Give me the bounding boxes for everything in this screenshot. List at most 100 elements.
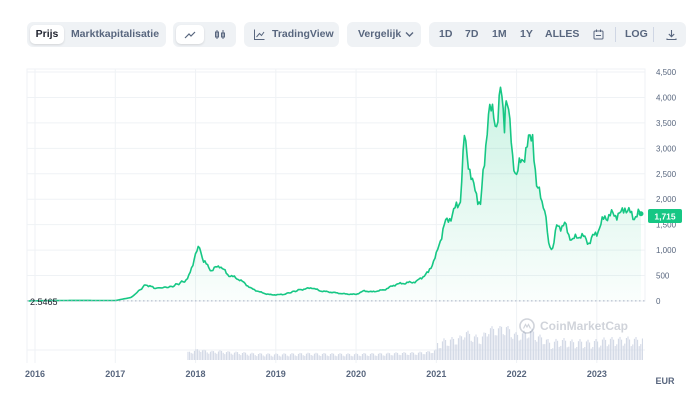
volume-bar (499, 326, 501, 360)
range-1d[interactable]: 1D (439, 28, 453, 40)
download-icon[interactable] (665, 28, 678, 41)
calendar-icon[interactable] (592, 28, 605, 41)
volume-bar (376, 355, 378, 360)
volume-bar (515, 332, 517, 360)
toolbar-divider (615, 27, 616, 42)
compare-label: Vergelijk (358, 28, 402, 40)
volume-bar (475, 334, 477, 360)
volume-bar (517, 334, 519, 360)
volume-bar (389, 353, 391, 360)
volume-bar (589, 342, 591, 360)
volume-bar (467, 330, 469, 360)
volume-bar (225, 352, 227, 360)
x-tick-label: 2016 (25, 369, 45, 379)
volume-bar (430, 353, 432, 360)
volume-bar (630, 346, 632, 360)
volume-bar (523, 330, 525, 360)
volume-bar (214, 352, 216, 360)
volume-bar (224, 354, 226, 360)
volume-bar (278, 355, 280, 360)
volume-bar (531, 328, 533, 360)
volume-bar (264, 356, 266, 360)
log-toggle[interactable]: LOG (625, 28, 648, 40)
volume-bar (382, 355, 384, 360)
volume-bar (366, 355, 368, 360)
volume-bar (569, 341, 571, 360)
volume-bar (416, 354, 418, 360)
volume-bar (277, 353, 279, 360)
volume-bar (608, 344, 610, 360)
volume-bar (216, 353, 218, 360)
volume-bar (582, 348, 584, 360)
volume-bar (454, 344, 456, 360)
tradingview-button[interactable]: TradingView (244, 22, 339, 47)
volume-bar (542, 344, 544, 360)
price-chart[interactable]: 4,500 4,000 3,500 3,000 2,500 2,000 1,500 1,000… (0, 64, 692, 400)
volume-bar (491, 326, 493, 360)
volume-bar (265, 354, 267, 360)
range-1m[interactable]: 1M (492, 28, 507, 40)
volume-bar (347, 353, 349, 360)
volume-bar (545, 339, 547, 360)
y-tick-label: 4,500 (656, 68, 677, 77)
volume-bar (363, 353, 365, 360)
tab-price[interactable]: Prijs (30, 25, 64, 44)
volume-bar (635, 337, 637, 360)
volume-bar (374, 355, 376, 360)
price-area (28, 87, 642, 301)
coinmarketcap-logo-mark (522, 323, 532, 329)
volume-bar (288, 356, 290, 360)
volume-bar (323, 353, 325, 360)
volume-bar (373, 353, 375, 360)
volume-bar (553, 341, 555, 360)
volume-bar (563, 338, 565, 360)
volume-bar (352, 356, 354, 360)
volume-bar (235, 351, 237, 360)
compare-dropdown[interactable]: Vergelijk (347, 22, 421, 47)
chart-style-toggle (173, 22, 236, 47)
volume-bar (245, 352, 247, 360)
volume-bar (616, 344, 618, 360)
volume-bar (440, 348, 442, 360)
toolbar-divider (653, 27, 654, 42)
volume-bar (229, 351, 231, 360)
range-1y[interactable]: 1Y (520, 28, 533, 40)
volume-bar (411, 352, 413, 360)
volume-bar (297, 353, 299, 360)
volume-bar (294, 355, 296, 360)
range-7d[interactable]: 7D (465, 28, 479, 40)
x-axis: 2016 2017 2018 2019 2020 2021 2022 2023 (25, 369, 607, 379)
volume-bar (241, 353, 243, 360)
line-chart-button[interactable] (176, 25, 204, 44)
volume-bar (425, 352, 427, 360)
volume-bar (232, 354, 234, 360)
tab-market-cap[interactable]: Marktkapitalisatie (70, 28, 160, 40)
price-chart-canvas[interactable]: 4,500 4,000 3,500 3,000 2,500 2,000 1,500 1,000… (0, 64, 692, 400)
volume-bar (387, 352, 389, 360)
volume-bar (544, 344, 546, 360)
volume-bar (593, 341, 595, 360)
volume-bar (321, 353, 323, 360)
volume-bar (211, 350, 213, 360)
volume-bar (222, 352, 224, 360)
volume-bar (393, 353, 395, 360)
volume-bar (533, 331, 535, 360)
range-all[interactable]: ALLES (545, 28, 580, 40)
volume-bar (598, 347, 600, 360)
tradingview-chart-icon (254, 29, 265, 40)
current-price-tag: 1,715 (648, 209, 682, 223)
volume-bar (606, 346, 608, 360)
volume-bar (435, 349, 437, 360)
volume-bar (307, 352, 309, 360)
volume-bar (581, 341, 583, 360)
volume-bar (358, 355, 360, 360)
volume-bar (597, 341, 599, 360)
volume-bar (614, 346, 616, 360)
volume-bar (291, 353, 293, 360)
y-tick-label: 2,000 (656, 195, 677, 204)
candlestick-button[interactable] (206, 25, 234, 44)
volume-bar (280, 356, 282, 360)
volume-bar (502, 334, 504, 360)
volume-bar (350, 355, 352, 360)
volume-bar (189, 351, 191, 360)
